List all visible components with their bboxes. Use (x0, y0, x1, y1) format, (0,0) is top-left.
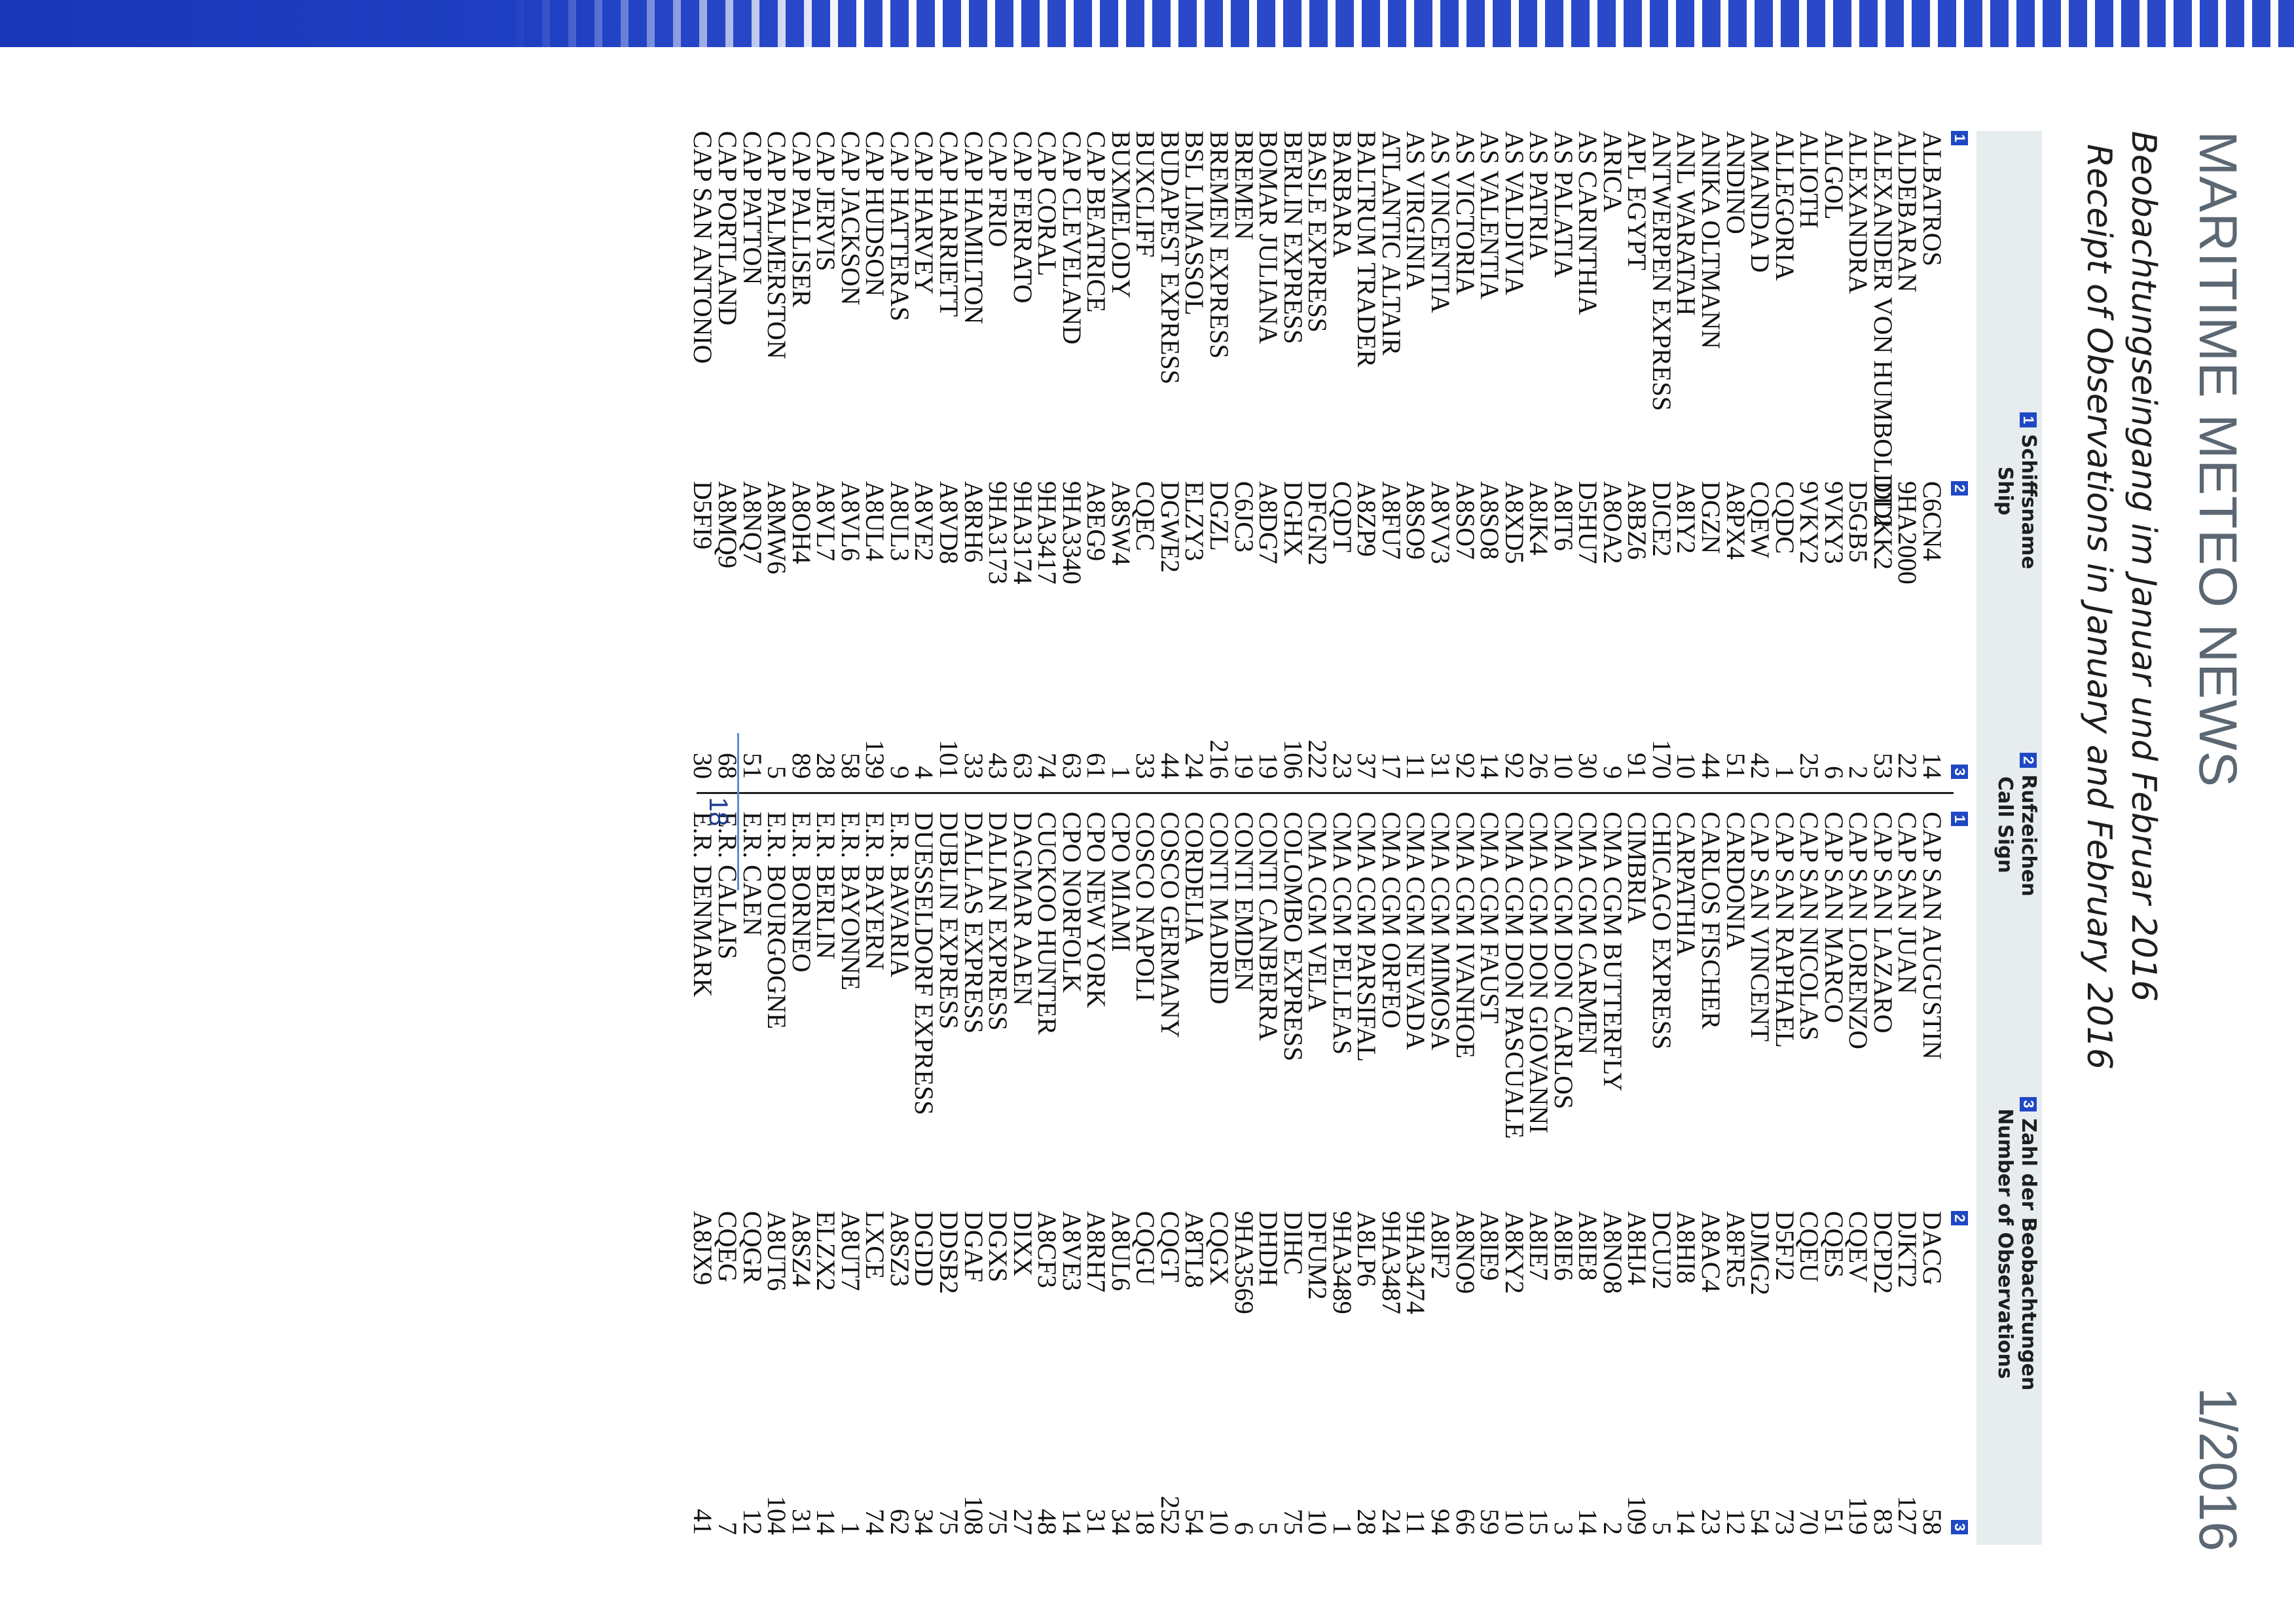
page-number: 18 (704, 797, 733, 827)
column-badge: 1 (2020, 412, 2037, 427)
column-header-de: Schiffsname (2017, 434, 2040, 569)
masthead: MARITIME METEO NEWS (2188, 131, 2248, 787)
column-number-badge: 1 (1951, 812, 1968, 827)
issue-number: 1/2016 (2188, 1387, 2248, 1551)
observation-count: 41 (688, 1509, 718, 1535)
column-header-en: Number of Observations (1994, 1108, 2016, 1379)
column-number-badge: 1 (1951, 131, 1968, 146)
column-number-badge: 3 (1951, 765, 1968, 780)
title-english: Receipt of Observations in January and F… (2079, 144, 2119, 1070)
column-header-de: Rufzeichen (2017, 774, 2040, 897)
ship-name: CAP SAN ANTONIO (688, 131, 718, 364)
column-number-badge: 2 (1951, 1211, 1968, 1226)
column-header-en: Call Sign (1994, 776, 2016, 873)
column-badge: 2 (2020, 753, 2037, 768)
call-sign: D5FI9 (688, 481, 718, 550)
page-number-rule (737, 733, 739, 890)
column-header-ship: 1 Schiffsname Ship (1993, 373, 2040, 609)
column-badge: 3 (2020, 1096, 2037, 1111)
observation-count: 30 (688, 753, 718, 779)
column-header-de: Zahl der Beobachtungen (2017, 1118, 2040, 1391)
column-header-call-sign: 2 Rufzeichen Call Sign (1993, 713, 2040, 936)
title-german: Beobachtungseingang im Januar und Februa… (2124, 131, 2163, 1002)
call-sign: A8JX9 (688, 1211, 718, 1286)
column-header-en: Ship (1994, 466, 2016, 516)
column-number-badge: 2 (1951, 481, 1968, 496)
column-number-badge: 3 (1951, 1520, 1968, 1535)
column-header-observations: 3 Zahl der Beobachtungen Number of Obser… (1993, 1060, 2040, 1427)
decorative-stripe-gradient (0, 0, 851, 47)
